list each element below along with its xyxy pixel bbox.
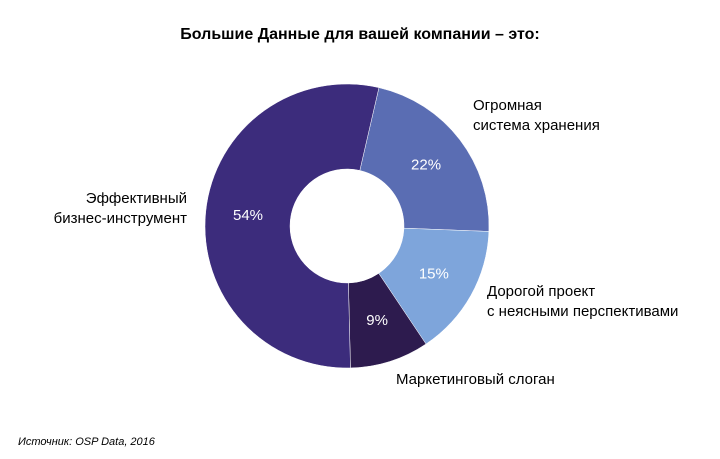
category-label: Дорогой проект с неясными перспективами xyxy=(487,283,679,320)
source: Источник: OSP Data, 2016 xyxy=(18,436,155,448)
category-label: Эффективный бизнес-инструмент xyxy=(53,190,187,227)
slice xyxy=(359,87,490,232)
value-label: 15% xyxy=(419,266,449,283)
chart-title: Большие Данные для вашей компании – это: xyxy=(180,26,540,43)
value-label: 54% xyxy=(233,207,263,224)
category-label: Маркетинговый слоган xyxy=(396,371,555,388)
slice xyxy=(204,83,380,369)
slice xyxy=(378,227,490,345)
value-label: 9% xyxy=(366,312,388,329)
category-label: Огромная система хранения xyxy=(473,97,600,134)
value-label: 22% xyxy=(411,157,441,174)
